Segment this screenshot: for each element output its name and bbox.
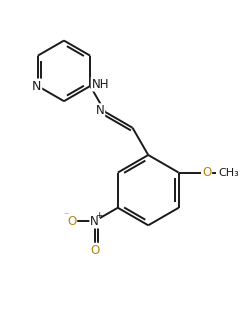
Text: +: +: [95, 211, 103, 220]
Text: N: N: [32, 80, 41, 92]
Text: O: O: [67, 215, 76, 228]
Text: O: O: [90, 244, 99, 257]
Text: ⁻: ⁻: [63, 211, 68, 221]
Text: CH₃: CH₃: [218, 168, 239, 178]
Text: O: O: [202, 166, 211, 179]
Text: N: N: [90, 215, 99, 228]
Text: NH: NH: [92, 78, 109, 91]
Text: N: N: [95, 104, 104, 117]
